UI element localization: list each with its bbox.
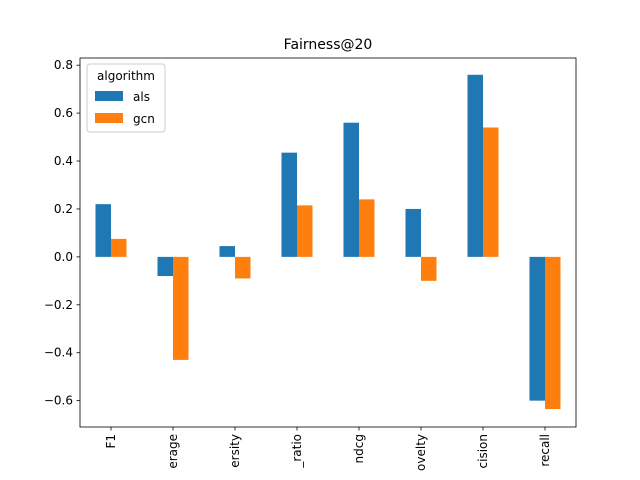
y-tick-label: −0.2 [44, 298, 73, 312]
y-tick-label: 0.2 [54, 202, 73, 216]
y-tick-label: 0.4 [54, 154, 73, 168]
bar-als-ersity [219, 246, 235, 257]
bar-gcn-ovelty [421, 256, 437, 281]
y-tick-label: 0.8 [54, 58, 73, 72]
legend-title: algorithm [97, 69, 155, 83]
x-tick-label: _ratio [290, 434, 304, 469]
bar-als-ovelty [405, 208, 421, 257]
bar-gcn-_ratio [297, 205, 313, 257]
bars-layer [95, 74, 561, 410]
bar-gcn-erage [173, 256, 189, 360]
plot-frame [79, 57, 577, 428]
x-tick-label: recall [538, 434, 552, 467]
legend-label-gcn: gcn [133, 112, 155, 126]
bar-als-cision [467, 74, 483, 257]
bar-gcn-ersity [235, 256, 251, 279]
y-tick-label: 0.6 [54, 106, 73, 120]
bar-gcn-recall [545, 256, 561, 410]
bar-als-recall [529, 256, 545, 401]
bar-als-ndcg [343, 122, 359, 257]
bar-als-erage [157, 256, 173, 277]
x-tick-label: ersity [228, 434, 242, 468]
bar-als-F1 [95, 204, 111, 257]
y-tick-label: 0.0 [54, 250, 73, 264]
y-tick-label: −0.4 [44, 346, 73, 360]
x-tick-label: ovelty [414, 434, 428, 471]
bar-gcn-cision [483, 127, 499, 257]
axes-layer: −0.6 −0.4 −0.2 0.0 0.2 0.4 0.6 0.8 F1 erage ersity… [44, 57, 577, 471]
bar-gcn-ndcg [359, 199, 375, 257]
legend-swatch-gcn [95, 113, 123, 123]
legend-label-als: als [133, 90, 150, 104]
x-tick-label: erage [166, 434, 180, 469]
chart-title: Fairness@20 [284, 37, 373, 53]
x-tick-label: ndcg [352, 434, 366, 463]
bar-als-_ratio [281, 152, 297, 257]
legend-swatch-als [95, 91, 123, 101]
x-tick-label: F1 [104, 434, 118, 449]
bar-gcn-F1 [111, 238, 127, 257]
legend: algorithm als gcn [86, 63, 166, 133]
x-tick-label: cision [476, 434, 490, 468]
y-tick-label: −0.6 [44, 394, 73, 408]
